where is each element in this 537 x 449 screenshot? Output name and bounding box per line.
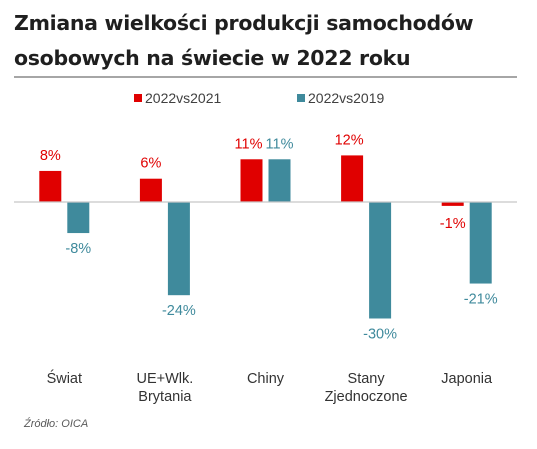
data-label: -1% xyxy=(440,216,466,232)
data-label: 12% xyxy=(335,132,364,148)
legend-label: 2022vs2019 xyxy=(308,90,385,106)
bar-2022vs2021-3 xyxy=(341,155,364,202)
bar-2022vs2021-2 xyxy=(240,159,263,202)
bar-2022vs2019-1 xyxy=(167,202,190,296)
bar-2022vs2019-4 xyxy=(469,202,492,284)
legend-swatch xyxy=(297,94,305,102)
bar-2022vs2019-0 xyxy=(67,202,90,234)
category-label: UE+Wlk. xyxy=(137,371,194,387)
legend-swatch xyxy=(134,94,142,102)
category-label: Stany xyxy=(348,371,386,387)
data-label: -24% xyxy=(162,303,196,319)
chart-title-line-2: osobowych na świecie w 2022 roku xyxy=(14,46,411,70)
data-label: -30% xyxy=(363,326,397,342)
chart-title: Zmiana wielkości produkcji samochodów os… xyxy=(14,6,524,76)
data-label: -21% xyxy=(464,292,498,308)
chart-title-line-1: Zmiana wielkości produkcji samochodów xyxy=(14,11,474,35)
data-label: 8% xyxy=(40,148,61,164)
category-label: Japonia xyxy=(441,371,493,387)
legend-label: 2022vs2021 xyxy=(145,90,222,106)
category-label: Brytania xyxy=(138,389,192,405)
bar-2022vs2019-2 xyxy=(268,159,291,202)
category-label: Zjednoczone xyxy=(325,389,408,405)
data-label: -8% xyxy=(65,241,91,257)
bar-2022vs2021-1 xyxy=(139,178,162,202)
data-label: 11% xyxy=(266,136,294,152)
bar-2022vs2019-3 xyxy=(369,202,392,319)
bar-2022vs2021-0 xyxy=(39,170,62,202)
data-label: 11% xyxy=(235,136,263,152)
source-note: Źródło: OICA xyxy=(24,418,89,430)
category-label: Chiny xyxy=(247,371,285,387)
category-label: Świat xyxy=(47,369,82,387)
data-label: 6% xyxy=(140,156,161,172)
title-divider xyxy=(14,76,517,78)
bar-2022vs2021-4 xyxy=(441,202,464,206)
